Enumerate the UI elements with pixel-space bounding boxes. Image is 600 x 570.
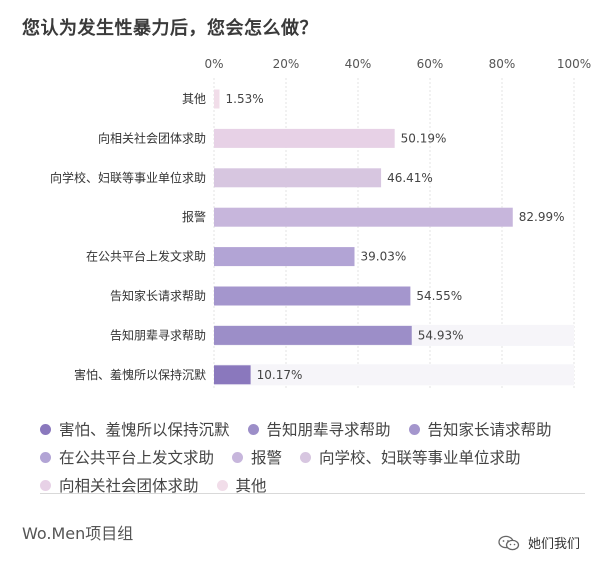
category-label: 害怕、羞愧所以保持沉默 [74, 367, 206, 382]
bar [214, 247, 355, 267]
bar-row: 告知朋辈寻求帮助 54.93% [110, 324, 574, 346]
legend-label: 其他 [235, 477, 267, 495]
legend-label: 告知朋辈寻求帮助 [266, 421, 391, 439]
x-tick-label: 0% [204, 57, 223, 71]
bar [214, 168, 382, 188]
footer-divider [40, 493, 585, 494]
legend-label: 在公共平台上发文求助 [59, 449, 215, 467]
legend-item[interactable]: 向相关社会团体求助 [40, 474, 199, 496]
legend-swatch [300, 451, 312, 463]
legend-swatch [247, 423, 259, 435]
legend-label: 害怕、羞愧所以保持沉默 [59, 421, 230, 439]
legend-swatch [40, 423, 51, 435]
legend-item[interactable]: 报警 [232, 446, 282, 468]
bar [214, 207, 513, 227]
value-label: 46.41% [387, 171, 433, 185]
category-label: 在公共平台上发文求助 [86, 249, 206, 264]
wechat-account: 她们我们 [498, 533, 580, 552]
value-label: 82.99% [519, 210, 565, 224]
bar [214, 128, 395, 148]
category-label: 向相关社会团体求助 [98, 130, 206, 145]
legend-item[interactable]: 在公共平台上发文求助 [40, 446, 214, 468]
legend-label: 向相关社会团体求助 [59, 477, 199, 495]
category-label: 报警 [182, 209, 206, 224]
legend-swatch [216, 479, 228, 491]
bar-chart: 0% 20% 40% 60% 80% 100% 其他 1.53% 向相关社会团体求助 50.19… [50, 57, 591, 390]
value-label: 50.19% [401, 131, 447, 145]
value-label: 1.53% [226, 92, 264, 106]
value-label: 10.17% [257, 368, 303, 382]
x-tick-label: 100% [557, 57, 591, 71]
x-axis-ticks: 0% 20% 40% 60% 80% 100% [204, 57, 591, 71]
brand-name: Wo.Men项目组 [22, 524, 134, 543]
value-label: 39.03% [361, 250, 407, 264]
legend-swatch [232, 451, 244, 463]
category-label: 其他 [182, 92, 206, 106]
bar-row: 向相关社会团体求助 50.19% [98, 128, 447, 148]
legend-swatch [40, 451, 51, 463]
bar [214, 286, 411, 306]
legend-item[interactable]: 告知朋辈寻求帮助 [247, 418, 391, 440]
value-label: 54.55% [416, 289, 462, 303]
wechat-account-name: 她们我们 [527, 537, 580, 552]
legend-item[interactable]: 其他 [216, 474, 267, 496]
bar-row: 告知家长请求帮助 54.55% [110, 286, 462, 306]
legend-item[interactable]: 告知家长请求帮助 [408, 418, 552, 440]
legend-label: 报警 [251, 449, 283, 467]
legend-label: 告知家长请求帮助 [427, 421, 552, 439]
bar-row: 向学校、妇联等事业单位求助 46.41% [50, 168, 433, 188]
bar-row: 报警 82.99% [182, 207, 565, 227]
legend-item[interactable]: 害怕、羞愧所以保持沉默 [40, 418, 230, 440]
bar-row: 害怕、羞愧所以保持沉默 10.17% [74, 364, 574, 386]
legend-swatch [408, 423, 420, 435]
x-tick-label: 80% [489, 57, 516, 71]
chart-title: 您认为发生性暴力后，您会怎么做？ [22, 18, 318, 39]
legend-label: 向学校、妇联等事业单位求助 [319, 449, 521, 467]
bar [214, 89, 220, 109]
bar-row: 其他 1.53% [182, 89, 264, 109]
x-tick-label: 60% [417, 57, 444, 71]
category-label: 向学校、妇联等事业单位求助 [50, 170, 206, 185]
x-tick-label: 40% [345, 57, 372, 71]
bar-row: 在公共平台上发文求助 39.03% [86, 247, 407, 267]
category-label: 告知朋辈寻求帮助 [110, 328, 206, 342]
bar-rows: 其他 1.53% 向相关社会团体求助 50.19% 向学校、妇联等事业单位求助 46.41… [50, 89, 574, 386]
bar-track [214, 364, 574, 386]
bar [214, 325, 412, 345]
wechat-icon [498, 535, 520, 550]
bar [214, 365, 251, 385]
legend-swatch [40, 479, 51, 491]
category-label: 告知家长请求帮助 [110, 288, 206, 303]
value-label: 54.93% [418, 328, 464, 342]
legend: 害怕、羞愧所以保持沉默 告知朋辈寻求帮助 告知家长请求帮助 在公共平台上发文求助 报警向… [40, 418, 590, 496]
x-tick-label: 20% [273, 57, 300, 71]
legend-item[interactable]: 向学校、妇联等事业单位求助 [300, 446, 521, 468]
